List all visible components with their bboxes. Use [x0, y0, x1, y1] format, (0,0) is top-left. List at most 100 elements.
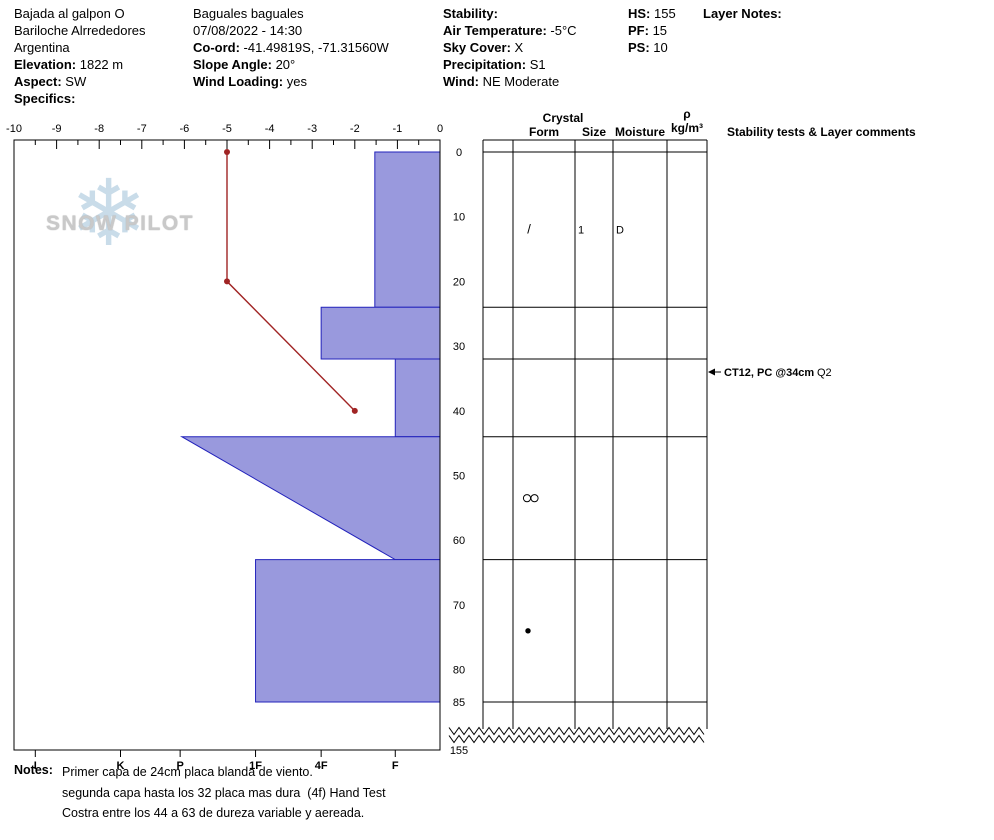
header-column-1: Bajada al galpon O Bariloche Alrrededores…	[14, 5, 146, 107]
depth-axis-label: 0	[456, 147, 462, 159]
temp-axis-label: -3	[307, 123, 317, 135]
temp-axis-label: -1	[393, 123, 403, 135]
field-value: 20°	[271, 57, 296, 72]
header-line: Wind: NE Moderate	[443, 73, 577, 90]
header-line: 07/08/2022 - 14:30	[193, 22, 389, 39]
snowpilot-logo: ❄ SNOW PILOT	[40, 168, 220, 278]
depth-axis-label: 85	[453, 697, 465, 709]
header-line: HS: 155	[628, 5, 676, 22]
crystal-size-value: 1	[578, 225, 584, 237]
field-value: Baguales baguales	[193, 6, 304, 21]
field-label: Stability:	[443, 6, 498, 21]
layer-bar	[179, 436, 441, 561]
crystal-form-symbol	[530, 494, 539, 503]
temp-axis-label: -5	[222, 123, 232, 135]
notes-section: Notes: Primer capa de 24cm placa blanda …	[14, 762, 386, 824]
depth-axis-label: 60	[453, 535, 465, 547]
field-value: -41.49819S, -71.31560W	[239, 40, 389, 55]
header-line: Specifics:	[14, 90, 146, 107]
header-line: Stability:	[443, 5, 577, 22]
depth-axis-label: 80	[453, 665, 465, 677]
field-value: 10	[649, 40, 668, 55]
depth-axis-label: 10	[453, 212, 465, 224]
header-line: PF: 15	[628, 22, 676, 39]
field-value: -5°C	[546, 23, 577, 38]
test-annotation-text: CT12, PC @34cm	[724, 367, 814, 379]
field-label: Precipitation:	[443, 57, 527, 72]
hardness-axis-label: P	[176, 760, 183, 772]
scale-break-zigzag	[448, 726, 705, 736]
layer-bar	[320, 306, 441, 360]
temp-axis-label: -8	[94, 123, 104, 135]
layer-bar	[394, 358, 441, 438]
header-line: Sky Cover: X	[443, 39, 577, 56]
hardness-axis-label: 4F	[315, 760, 328, 772]
field-value: yes	[283, 74, 307, 89]
comments-column-header: Stability tests & Layer comments	[727, 125, 916, 139]
scale-break-zigzag	[448, 734, 705, 744]
note-line: segunda capa hasta los 32 placa mas dura…	[62, 785, 386, 800]
header-line: Elevation: 1822 m	[14, 56, 146, 73]
layer-bar	[374, 151, 441, 308]
header-line: Layer Notes:	[703, 5, 782, 22]
temperature-point	[224, 149, 230, 155]
note-line: Primer capa de 24cm placa blanda de vien…	[62, 765, 313, 779]
header-column-5: Layer Notes:	[703, 5, 782, 22]
header-line: Slope Angle: 20°	[193, 56, 389, 73]
temp-axis-label: -2	[350, 123, 360, 135]
field-value: S1	[526, 57, 546, 72]
field-label: Co-ord:	[193, 40, 240, 55]
field-label: Layer Notes:	[703, 6, 782, 21]
test-annotation-arrowhead	[708, 368, 715, 376]
crystal-column-header: Crystal	[543, 111, 584, 125]
field-label: Wind Loading:	[193, 74, 284, 89]
temperature-line	[226, 152, 356, 412]
field-label: Sky Cover:	[443, 40, 511, 55]
layer-bar	[255, 559, 441, 703]
notes-lines: Primer capa de 24cm placa blanda de vien…	[62, 762, 386, 824]
field-value: 1822 m	[76, 57, 124, 72]
depth-axis-label: 50	[453, 471, 465, 483]
size-column-header: Size	[582, 125, 606, 139]
header-line: Bajada al galpon O	[14, 5, 146, 22]
crystal-form-symbol: /	[527, 222, 531, 237]
field-value: Bajada al galpon O	[14, 6, 125, 21]
moisture-column-header: Moisture	[615, 125, 665, 139]
header-line: Argentina	[14, 39, 146, 56]
header-line: Wind Loading: yes	[193, 73, 389, 90]
field-value: Argentina	[14, 40, 70, 55]
field-label: Aspect:	[14, 74, 62, 89]
depth-axis-label: 40	[453, 406, 465, 418]
depth-axis-label: 20	[453, 276, 465, 288]
snowflake-icon: ❄	[70, 160, 148, 267]
temp-axis-label: -7	[137, 123, 147, 135]
depth-axis-label: 30	[453, 341, 465, 353]
field-label: Slope Angle:	[193, 57, 272, 72]
crystal-moisture-value: D	[616, 225, 624, 237]
hardness-axis-label: 1F	[249, 760, 262, 772]
header-column-3: Stability: Air Temperature: -5°C Sky Cover…	[443, 5, 577, 90]
temp-axis-label: -9	[52, 123, 62, 135]
note-line: Costra entre los 44 a 63 de dureza varia…	[62, 806, 365, 820]
density-column-header: ρ	[683, 107, 690, 121]
field-label: PS:	[628, 40, 650, 55]
snowpilot-logo-text: SNOW PILOT	[46, 212, 194, 235]
field-label: PF:	[628, 23, 649, 38]
header-line: PS: 10	[628, 39, 676, 56]
field-value: 155	[650, 6, 676, 21]
field-value: SW	[61, 74, 87, 89]
crystal-form-symbol	[525, 628, 531, 634]
field-value: 15	[648, 23, 668, 38]
hardness-axis-label: K	[117, 760, 125, 772]
temperature-point	[351, 407, 358, 414]
form-column-header: Form	[529, 125, 559, 139]
field-value: NE Moderate	[478, 74, 560, 89]
header-line: Aspect: SW	[14, 73, 146, 90]
hardness-axis-label: I	[34, 760, 37, 772]
test-annotation-score: Q2	[817, 367, 832, 379]
total-depth-label: 155	[450, 745, 468, 757]
field-value: 07/08/2022 - 14:30	[193, 23, 303, 38]
header-line: Precipitation: S1	[443, 56, 577, 73]
field-label: HS:	[628, 6, 651, 21]
